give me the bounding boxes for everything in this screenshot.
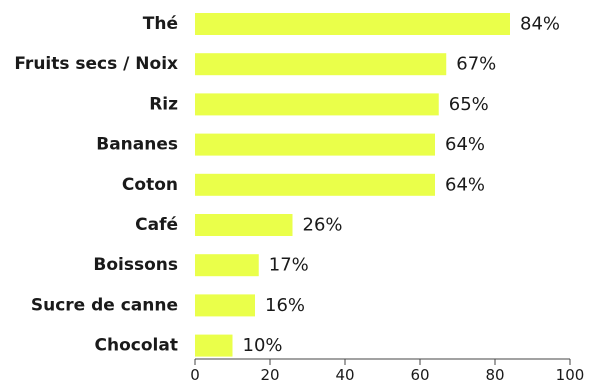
category-label: Riz xyxy=(149,94,178,114)
category-label: Sucre de canne xyxy=(31,295,178,315)
bar xyxy=(195,133,435,156)
bar xyxy=(195,254,259,277)
bar xyxy=(195,214,293,236)
x-axis: 0 20 40 60 80 100 xyxy=(190,358,585,384)
value-label: 67% xyxy=(456,54,496,75)
value-label: 84% xyxy=(520,14,560,35)
x-tick-label: 0 xyxy=(190,366,200,384)
value-label: 64% xyxy=(445,174,485,195)
value-label: 26% xyxy=(303,215,343,236)
x-tick-label: 20 xyxy=(260,366,279,384)
value-label: 10% xyxy=(243,335,283,356)
category-label: Thé xyxy=(143,14,178,34)
bar xyxy=(195,13,510,35)
bar xyxy=(195,93,439,116)
value-label: 64% xyxy=(445,134,485,155)
value-label: 17% xyxy=(269,255,309,276)
bar xyxy=(195,334,233,357)
value-label: 16% xyxy=(265,295,305,316)
category-label: Chocolat xyxy=(95,336,178,356)
x-tick-label: 60 xyxy=(410,366,429,384)
x-tick-label: 40 xyxy=(335,366,354,384)
bar xyxy=(195,294,255,317)
value-label: 65% xyxy=(449,94,489,115)
category-label: Bananes xyxy=(96,135,178,155)
category-label: Fruits secs / Noix xyxy=(14,54,178,74)
category-label: Boissons xyxy=(93,255,178,275)
category-label: Coton xyxy=(122,175,178,195)
bar xyxy=(195,53,447,76)
x-tick-label: 80 xyxy=(485,366,504,384)
bars-group: Thé 84% Fruits secs / Noix 67% Riz 65% Bananes… xyxy=(14,13,560,357)
x-tick-label: 100 xyxy=(556,366,585,384)
category-label: Café xyxy=(135,215,178,235)
bar xyxy=(195,173,435,196)
